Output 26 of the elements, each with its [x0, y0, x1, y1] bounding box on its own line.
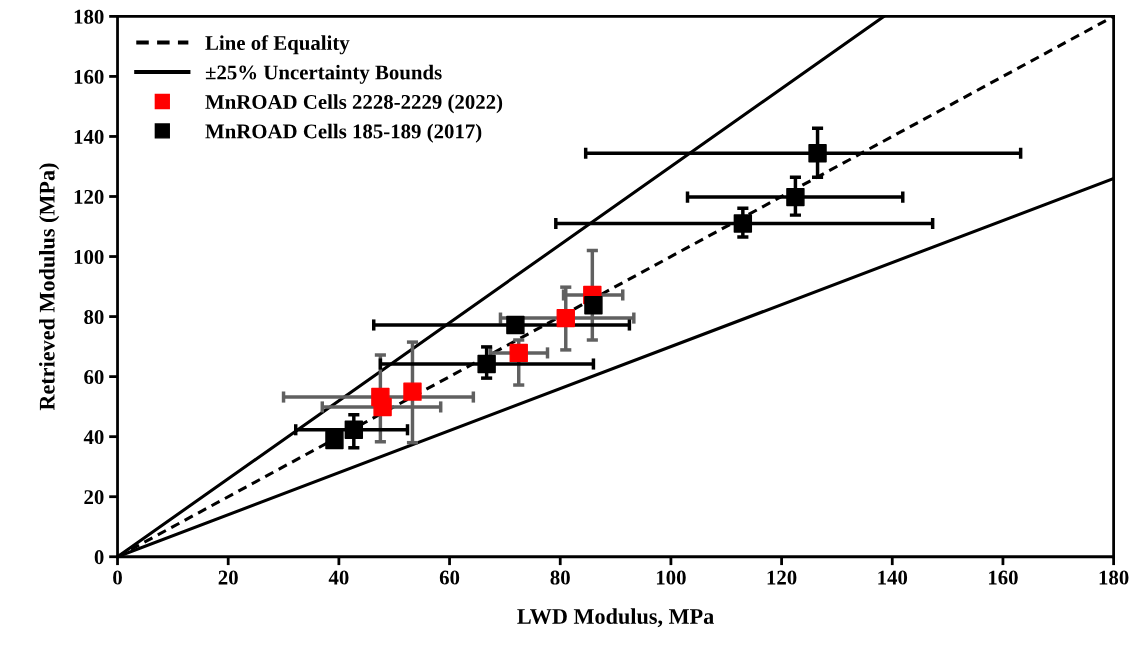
x-tick-label: 100 — [656, 570, 686, 585]
y-tick-label: 100 — [74, 249, 104, 264]
legend-label: MnROAD Cells 2228-2229 (2022) — [205, 94, 503, 114]
y-tick-label: 180 — [74, 9, 104, 24]
x-tick-label: 40 — [328, 570, 349, 585]
y-tick-label: 120 — [74, 189, 104, 204]
y-tick-label: 40 — [83, 430, 104, 445]
x-tick-label: 180 — [1099, 570, 1129, 585]
y-axis-title: Retrieved Modulus (MPa) — [39, 163, 60, 411]
x-tick-label: 80 — [550, 570, 570, 585]
y-tick-label: 80 — [84, 309, 104, 325]
x-tick-label: 120 — [767, 570, 797, 585]
x-tick-label: 60 — [439, 570, 460, 585]
x-tick-label: 0 — [113, 570, 122, 585]
x-tick-label: 160 — [988, 570, 1018, 585]
legend-label: ±25% Uncertainty Bounds — [205, 64, 442, 84]
x-tick-label: 140 — [878, 570, 908, 585]
y-tick-label: 140 — [74, 129, 104, 144]
legend-label: Line of Equality — [205, 35, 350, 55]
x-axis-title: LWD Modulus, MPa — [517, 608, 714, 628]
y-tick-label: 160 — [74, 69, 104, 84]
y-tick-label: 60 — [84, 370, 104, 385]
y-tick-label: 20 — [84, 490, 104, 505]
y-tick-label: 0 — [94, 550, 104, 565]
legend-label: MnROAD Cells 185-189 (2017) — [205, 123, 482, 143]
x-tick-label: 20 — [218, 570, 238, 585]
